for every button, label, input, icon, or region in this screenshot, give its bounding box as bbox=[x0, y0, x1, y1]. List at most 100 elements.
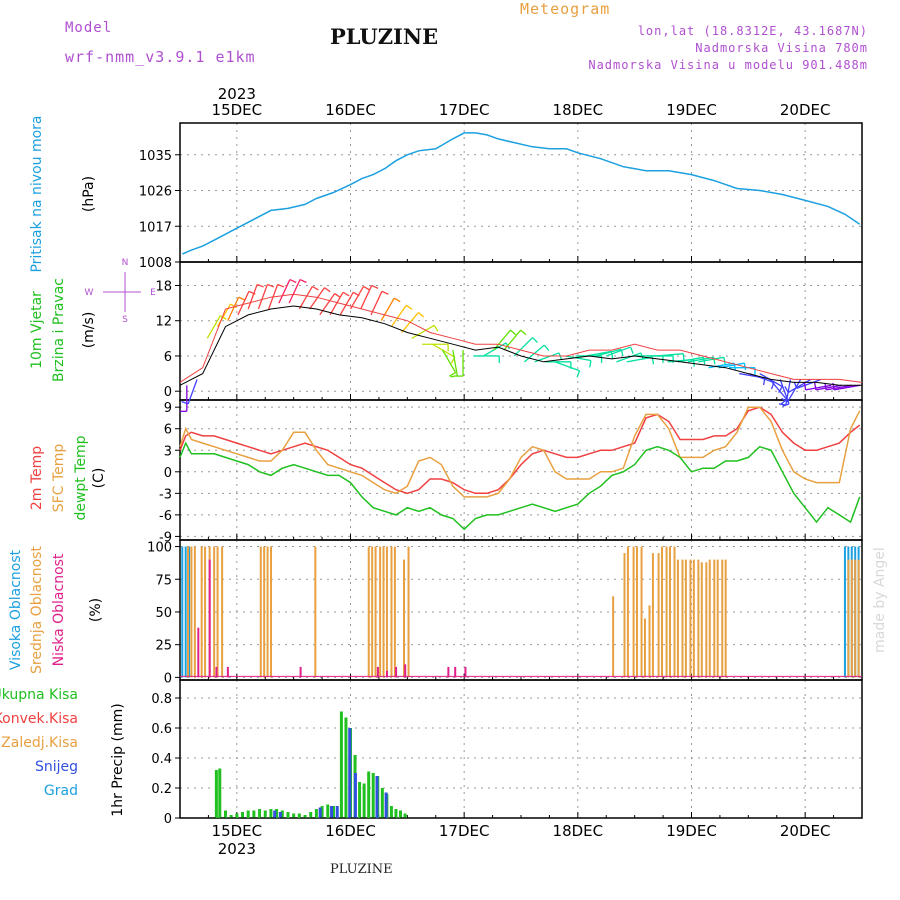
product-title: Meteogram bbox=[520, 0, 611, 18]
x-tick-label-bottom: 18DEC bbox=[553, 822, 604, 840]
cloud-bar bbox=[623, 553, 626, 678]
y-tick-label: -3 bbox=[159, 487, 172, 502]
precip-bar bbox=[241, 812, 245, 818]
x-tick-label-top: 19DEC bbox=[666, 101, 717, 119]
y-tick-label: 18 bbox=[155, 279, 172, 294]
cloud-bar bbox=[843, 546, 846, 678]
cloud-bar bbox=[407, 546, 410, 678]
cloud-bar bbox=[382, 546, 385, 678]
wind-barb bbox=[319, 293, 336, 316]
wind-barb bbox=[247, 284, 258, 310]
precip-bar bbox=[375, 776, 379, 818]
temp-label-dewpt: dewpt Temp bbox=[73, 435, 89, 520]
wind-barb bbox=[390, 304, 407, 327]
y-tick-label: 0 bbox=[164, 671, 172, 686]
panel-frame-precip bbox=[179, 679, 863, 819]
y-tick-label: 50 bbox=[155, 606, 172, 621]
cloud-bar bbox=[259, 546, 262, 678]
cloud-bar bbox=[464, 666, 467, 678]
pressure-label: Pritisak na nivou mora bbox=[29, 115, 45, 272]
wind-barb-flag bbox=[405, 304, 413, 310]
precip-bar bbox=[278, 812, 282, 818]
precip-bar bbox=[358, 782, 362, 818]
wind-barb bbox=[585, 350, 612, 357]
cloud-bar bbox=[632, 546, 635, 678]
y-tick-label: 0 bbox=[164, 812, 172, 827]
x-tick-label-top: 18DEC bbox=[553, 101, 604, 119]
y-tick-label: 0 bbox=[164, 385, 172, 400]
cloud-bar bbox=[643, 618, 646, 678]
model-altitude: Nadmorska Visina u modelu 901.488m bbox=[588, 58, 868, 72]
wind-barb-flag bbox=[324, 287, 331, 293]
temp-label-2m: 2m Temp bbox=[29, 446, 45, 510]
wind-barb-flag bbox=[778, 403, 786, 406]
wind-barb-flag bbox=[520, 329, 527, 336]
precip-bar bbox=[292, 813, 296, 818]
wind-barb-flag bbox=[381, 290, 389, 295]
wind-barb-flag bbox=[230, 303, 237, 309]
cloud-bar bbox=[371, 546, 374, 678]
wind-barb bbox=[769, 379, 788, 400]
wind-barb-flag bbox=[393, 297, 401, 303]
cloud-bar bbox=[705, 562, 708, 678]
cloud-bar bbox=[661, 546, 664, 678]
wind-gust-line bbox=[179, 293, 863, 383]
cloud-label-low: Niska Oblacnost bbox=[51, 553, 67, 666]
wind-barb-flag bbox=[433, 325, 439, 332]
watermark: made by Angel bbox=[872, 547, 888, 653]
wind-barb-flag bbox=[267, 283, 275, 288]
wind-barb-flag bbox=[299, 278, 307, 284]
y-tick-label: 3 bbox=[164, 444, 172, 459]
cloud-bar bbox=[648, 605, 651, 678]
wind-barb bbox=[349, 286, 365, 310]
precip-bar bbox=[403, 813, 407, 818]
wind-barb bbox=[554, 361, 580, 372]
cloud-bar bbox=[197, 627, 200, 678]
precip-bar bbox=[384, 792, 388, 818]
model-name: wrf-nmm_v3.9.1 e1km bbox=[65, 48, 256, 66]
cloud-bar bbox=[266, 546, 269, 678]
cloud-bar bbox=[263, 546, 266, 678]
y-tick-label: 0.8 bbox=[151, 692, 172, 707]
precip-bar bbox=[335, 806, 339, 818]
wind-barb bbox=[595, 348, 622, 357]
precip-bar bbox=[339, 711, 343, 818]
wind-barb bbox=[708, 362, 735, 369]
wind-barb-flag bbox=[589, 360, 592, 368]
precip-bar bbox=[318, 807, 322, 818]
wind-barb bbox=[698, 356, 725, 363]
wind-key-south: S bbox=[122, 315, 128, 325]
cloud-bar bbox=[612, 596, 615, 678]
wind-barb bbox=[616, 352, 642, 363]
cloud-bar bbox=[697, 559, 700, 678]
station-title: PLUZINE bbox=[330, 24, 439, 49]
cloud-bar bbox=[216, 546, 219, 678]
wind-key-east: E bbox=[150, 288, 156, 298]
wind-barb bbox=[815, 384, 842, 391]
wind-barb-flag bbox=[181, 400, 189, 405]
cloud-bar bbox=[657, 553, 660, 678]
wind-barb bbox=[834, 384, 860, 391]
y-tick-label: 1017 bbox=[139, 220, 172, 235]
precip-bar bbox=[330, 806, 334, 818]
precip-bar bbox=[362, 783, 366, 818]
cloud-bar bbox=[200, 546, 203, 678]
precip-bar bbox=[331, 806, 335, 818]
precip-bar bbox=[303, 815, 307, 818]
wind-barb-flag bbox=[576, 370, 581, 378]
y-tick-label: -6 bbox=[159, 509, 172, 524]
y-tick-label: 0.4 bbox=[151, 752, 172, 767]
cloud-bar bbox=[390, 546, 393, 678]
cloud-bar bbox=[184, 546, 187, 678]
cloud-bar bbox=[193, 546, 196, 678]
precip-bar bbox=[235, 813, 239, 818]
precip-bar bbox=[229, 815, 233, 818]
cloud-bar bbox=[689, 559, 692, 678]
cloud-bar bbox=[402, 559, 405, 678]
wind-key-north: N bbox=[122, 258, 129, 268]
precip-bar bbox=[314, 809, 318, 818]
wind-barb bbox=[442, 349, 457, 373]
y-tick-label: 1035 bbox=[139, 149, 172, 164]
precip-bar bbox=[380, 788, 384, 818]
cloud-unit: (%) bbox=[88, 598, 104, 622]
